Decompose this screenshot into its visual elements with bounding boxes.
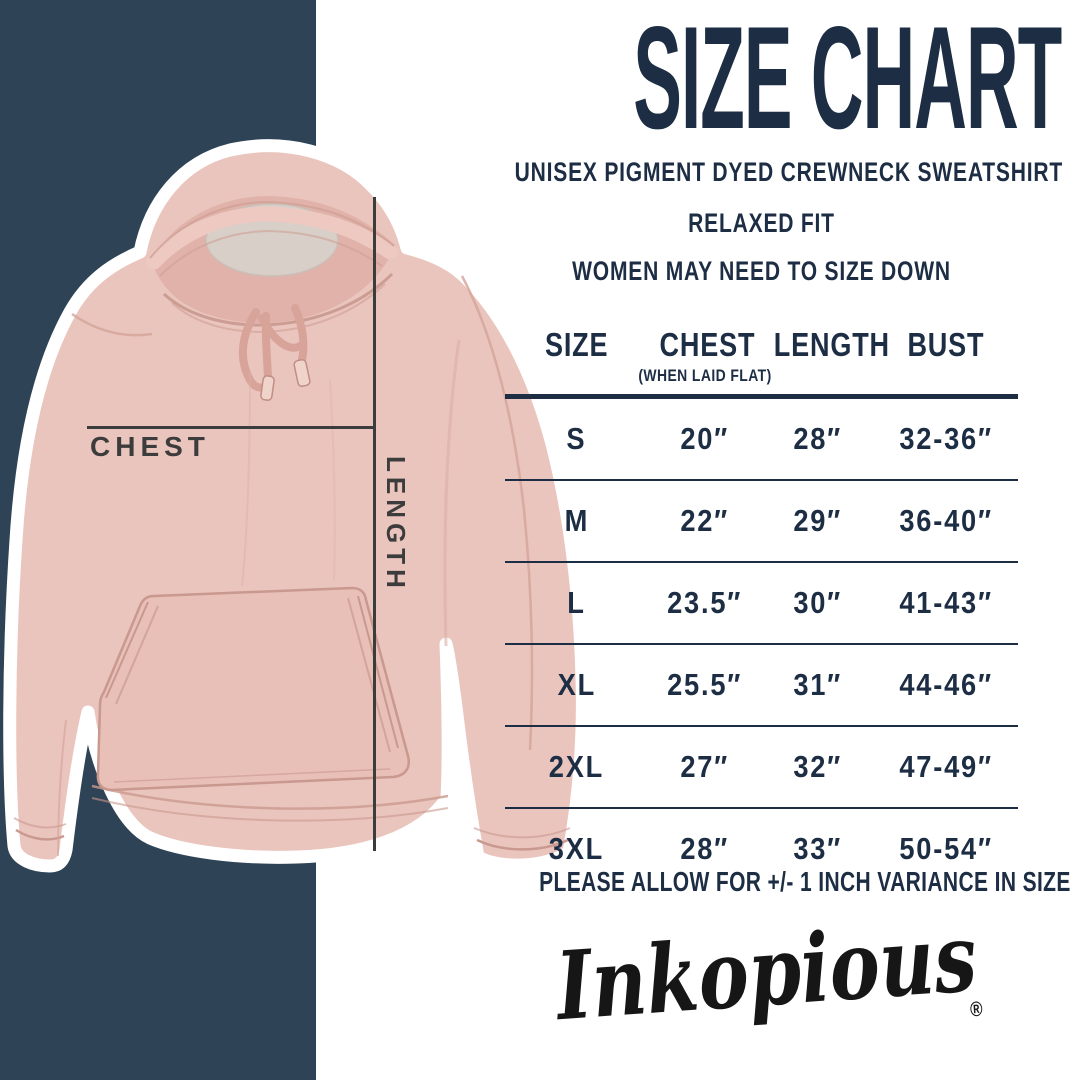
hoodie-photo: [9, 145, 583, 866]
length-cell: 29″: [793, 503, 843, 538]
kangaroo-pocket: [96, 586, 410, 792]
column-header-bust: BUST: [907, 326, 985, 363]
size-chart-title: SIZE CHART: [633, 0, 1062, 159]
size-table-row: 3XL 28″ 33″ 50-54″: [505, 807, 1018, 889]
bust-cell: 44-46″: [899, 667, 993, 702]
bust-cell: 50-54″: [899, 831, 993, 866]
size-table-row: 2XL 27″ 32″ 47-49″: [505, 725, 1018, 807]
length-measure-line: [373, 197, 376, 851]
length-measure-label: LENGTH: [381, 456, 411, 593]
length-cell: 31″: [793, 667, 843, 702]
chest-cell: 22″: [680, 503, 730, 538]
size-table-header: SIZE CHEST (WHEN LAID FLAT) LENGTH BUST: [505, 326, 1018, 385]
brand-logo-text: Inkopious: [552, 903, 981, 1043]
size-table-row: XL 25.5″ 31″ 44-46″: [505, 643, 1018, 725]
chest-cell: 23.5″: [667, 585, 743, 620]
size-cell: XL: [557, 667, 597, 702]
chest-measure-label: CHEST: [90, 431, 210, 462]
registered-mark: ®: [969, 997, 984, 1022]
length-cell: 30″: [793, 585, 843, 620]
sizing-advice-subtitle: WOMEN MAY NEED TO SIZE DOWN: [572, 256, 951, 286]
table-header-divider: [505, 394, 1018, 399]
column-header-chest: CHEST (WHEN LAID FLAT): [638, 326, 772, 385]
size-table-row: S 20″ 28″ 32-36″: [505, 399, 1018, 479]
length-cell: 33″: [793, 831, 843, 866]
length-cell: 32″: [793, 749, 843, 784]
length-cell: 28″: [793, 421, 843, 456]
chest-laid-flat-note: (WHEN LAID FLAT): [638, 366, 772, 385]
product-subtitle: UNISEX PIGMENT DYED CREWNECK SWEATSHIRT: [514, 157, 1063, 187]
variance-footnote: PLEASE ALLOW FOR +/- 1 INCH VARIANCE IN …: [539, 866, 1071, 897]
chest-cell: 28″: [680, 831, 730, 866]
chest-measure-line: [87, 426, 375, 429]
size-table-body: S 20″ 28″ 32-36″ M 22″ 29″ 36-40″ L 23.5…: [505, 399, 1018, 889]
size-cell: L: [567, 585, 587, 620]
column-header-size: SIZE: [545, 326, 609, 363]
size-cell: S: [566, 421, 587, 456]
chest-cell: 25.5″: [667, 667, 743, 702]
size-cell: M: [564, 503, 590, 538]
bust-cell: 41-43″: [899, 585, 993, 620]
size-table-row: M 22″ 29″ 36-40″: [505, 479, 1018, 561]
brand-logo: Inkopious®: [553, 903, 983, 1042]
bust-cell: 32-36″: [899, 421, 993, 456]
size-cell: 3XL: [549, 831, 605, 866]
size-cell: 2XL: [549, 749, 605, 784]
bust-cell: 47-49″: [899, 749, 993, 784]
bust-cell: 36-40″: [899, 503, 993, 538]
size-table-row: L 23.5″ 30″ 41-43″: [505, 561, 1018, 643]
chest-cell: 27″: [680, 749, 730, 784]
column-header-length: LENGTH: [774, 326, 891, 363]
info-panel: SIZE CHART UNISEX PIGMENT DYED CREWNECK …: [505, 0, 1071, 1080]
fit-subtitle: RELAXED FIT: [688, 208, 835, 238]
chest-cell: 20″: [680, 421, 730, 456]
